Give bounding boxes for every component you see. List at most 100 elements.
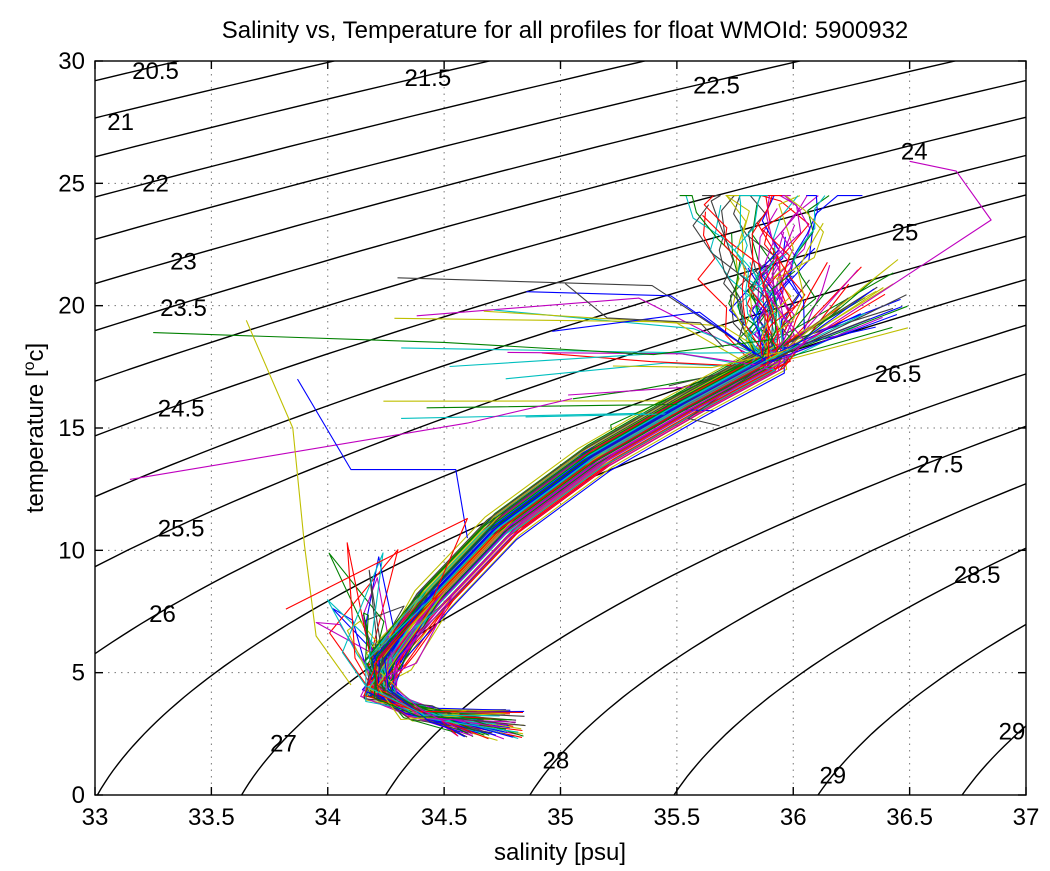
profile-line <box>363 359 752 732</box>
y-tick-labels: 0 5 10 15 20 25 30 <box>58 48 1026 809</box>
isoline-label: 26.5 <box>875 361 922 388</box>
isoline <box>95 235 1026 568</box>
isoline <box>96 324 1026 795</box>
profile-line <box>383 262 828 732</box>
isoline-label: 27.5 <box>917 452 964 479</box>
isoline <box>95 61 804 240</box>
plot-frame <box>94 60 1027 796</box>
isoline <box>240 373 1026 795</box>
x-axis-label: salinity [psu] <box>494 839 626 866</box>
profile-line <box>370 268 784 727</box>
y-axis-label: temperature [oc] <box>21 343 49 513</box>
isoline <box>95 116 1026 382</box>
profile-line <box>346 310 763 726</box>
x-tick-label: 34.5 <box>421 804 468 831</box>
profile-line <box>365 305 903 711</box>
isoline <box>95 61 648 198</box>
isoline-labels: 20.5 21 21.5 22 22.5 23 23.5 24 24.5 25 25.5 26 26.5… <box>107 58 1025 790</box>
isoline <box>95 61 493 158</box>
isoline <box>95 79 1026 332</box>
profile-line <box>361 311 764 733</box>
isoline <box>817 623 1026 795</box>
profile-line <box>373 305 908 713</box>
profile-line <box>393 247 816 738</box>
isoline <box>95 278 1026 655</box>
profile-line <box>384 291 767 733</box>
profile-line <box>377 318 870 721</box>
y-axis-label-prefix: temperature [ <box>22 370 49 513</box>
isoline-label: 25.5 <box>158 515 205 542</box>
x-tick-label: 33.5 <box>188 804 235 831</box>
isoline-label: 25 <box>892 219 919 246</box>
isoline <box>95 194 1026 498</box>
profile-line <box>792 160 992 351</box>
profile-line <box>377 313 898 738</box>
isoline-label: 29 <box>819 762 846 789</box>
isoline-label: 24.5 <box>158 395 205 422</box>
profile-line <box>365 195 769 721</box>
isoline <box>961 725 1026 795</box>
isoline-label: 27 <box>270 731 297 758</box>
profile-line <box>153 332 771 356</box>
profile-line <box>364 353 777 726</box>
isoline-label: 21 <box>107 109 134 136</box>
isoline <box>384 425 1026 795</box>
profile-line <box>385 259 899 723</box>
x-tick-label: 35 <box>547 804 574 831</box>
profile-line <box>381 276 877 734</box>
profile-line <box>374 195 783 714</box>
y-axis-label-suffix: c] <box>22 343 49 362</box>
isoline-label: 23 <box>170 249 197 276</box>
profile-line <box>391 326 893 731</box>
profile-line <box>375 326 876 733</box>
chart-title: Salinity vs, Temperature for all profile… <box>222 17 909 44</box>
grid-lines <box>95 61 1026 795</box>
isoline-label: 20.5 <box>132 58 179 85</box>
isoline-label: 23.5 <box>160 295 207 322</box>
x-tick-label: 35.5 <box>654 804 701 831</box>
isoline-label: 22.5 <box>693 72 740 99</box>
x-tick-label: 36.5 <box>886 804 933 831</box>
profile-series <box>129 160 992 741</box>
y-tick-label: 25 <box>58 170 85 197</box>
isoline <box>529 482 1026 795</box>
x-tick-label: 37 <box>1013 804 1040 831</box>
profile-line <box>341 312 866 717</box>
profile-line <box>285 517 468 610</box>
profile-line <box>346 195 765 716</box>
isoline-label: 26 <box>149 601 176 628</box>
isoline-label: 24 <box>901 139 928 166</box>
y-tick-label: 0 <box>72 782 85 809</box>
isoline-label: 29 <box>999 718 1026 745</box>
profile-line <box>297 378 468 539</box>
profile-line <box>564 283 724 348</box>
y-tick-label: 30 <box>58 48 85 75</box>
profile-line <box>375 327 909 727</box>
isoline <box>95 61 959 285</box>
profile-line <box>364 369 759 716</box>
isoline-label: 28 <box>542 748 569 775</box>
profile-line <box>363 294 907 726</box>
y-tick-label: 15 <box>58 415 85 442</box>
x-tick-label: 36 <box>780 804 807 831</box>
isoline <box>673 547 1026 795</box>
x-tick-labels: 33 33.5 34 34.5 35 35.5 36 36.5 37 <box>82 61 1040 831</box>
profile-line <box>372 352 772 728</box>
y-axis-label-superscript: o <box>21 361 38 370</box>
profile-line <box>379 351 776 725</box>
profile-line <box>377 262 851 737</box>
x-tick-label: 34 <box>314 804 341 831</box>
isoline <box>95 154 1026 437</box>
profile-line <box>245 320 352 686</box>
profile-line <box>363 207 795 740</box>
profile-line <box>129 398 573 480</box>
density-isolines <box>95 61 1026 795</box>
profile-line <box>369 316 883 728</box>
profile-line <box>331 298 901 717</box>
isoline-label: 22 <box>142 170 169 197</box>
y-tick-label: 20 <box>58 293 85 320</box>
y-tick-label: 5 <box>72 660 85 687</box>
isoline-label: 21.5 <box>404 65 451 92</box>
isoline-label: 28.5 <box>954 562 1001 589</box>
